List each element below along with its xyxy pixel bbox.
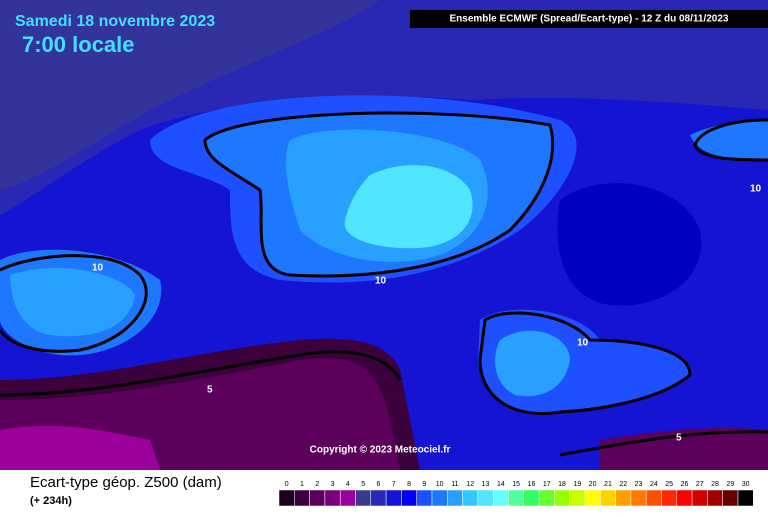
legend-label: 18 bbox=[558, 481, 566, 488]
contour bbox=[559, 430, 768, 457]
legend-label: 0 bbox=[285, 481, 289, 488]
legend-swatch bbox=[355, 489, 372, 507]
legend-label: 30 bbox=[742, 481, 750, 488]
legend-swatch bbox=[370, 489, 387, 507]
legend-swatch bbox=[508, 489, 525, 507]
contour-label: 10 bbox=[375, 276, 387, 287]
legend-swatch bbox=[630, 489, 647, 507]
spread-area bbox=[495, 330, 570, 397]
legend-swatch bbox=[416, 489, 433, 507]
legend-swatch bbox=[339, 489, 356, 507]
legend-label: 2 bbox=[315, 481, 319, 488]
legend-swatch bbox=[584, 489, 601, 507]
legend-label: 8 bbox=[407, 481, 411, 488]
header-box bbox=[410, 10, 768, 28]
contour bbox=[693, 118, 768, 162]
contour-label: 5 bbox=[676, 433, 682, 444]
spread-area bbox=[557, 183, 702, 306]
variable: Ecart-type géop. Z500 (dam) bbox=[30, 474, 222, 491]
legend-label: 23 bbox=[635, 481, 643, 488]
legend-swatch bbox=[492, 489, 509, 507]
spread-area bbox=[0, 425, 160, 470]
spread-area bbox=[600, 428, 768, 470]
legend-label: 28 bbox=[711, 481, 719, 488]
copyright: Copyright © 2023 Meteociel.fr bbox=[310, 445, 451, 456]
contour-label: 10 bbox=[92, 263, 104, 274]
spread-area bbox=[344, 165, 473, 249]
legend-swatch bbox=[737, 489, 754, 507]
legend-label: 27 bbox=[696, 481, 704, 488]
legend-swatch bbox=[661, 489, 678, 507]
contour bbox=[203, 111, 555, 278]
spread-area bbox=[0, 0, 380, 190]
spread-area bbox=[10, 267, 135, 337]
legend-swatch bbox=[691, 489, 708, 507]
legend-label: 29 bbox=[726, 481, 734, 488]
contour bbox=[0, 254, 148, 353]
legend-label: 19 bbox=[573, 481, 581, 488]
legend-swatch bbox=[538, 489, 555, 507]
date: Samedi 18 novembre 2023 bbox=[15, 13, 215, 30]
legend-label: 25 bbox=[665, 481, 673, 488]
legend-swatch bbox=[554, 489, 570, 507]
legend-label: 10 bbox=[436, 481, 444, 488]
legend-label: 13 bbox=[482, 481, 490, 488]
legend-label: 17 bbox=[543, 481, 551, 488]
legend-label: 24 bbox=[650, 481, 658, 488]
legend-swatch bbox=[462, 489, 479, 507]
legend-swatch bbox=[431, 489, 448, 507]
legend-label: 3 bbox=[331, 481, 335, 488]
legend-swatch bbox=[645, 489, 662, 507]
legend-swatch bbox=[385, 489, 402, 507]
legend-swatch bbox=[401, 489, 417, 507]
contour-label: 10 bbox=[577, 338, 589, 349]
legend-label: 7 bbox=[392, 481, 396, 488]
legend-swatch bbox=[523, 489, 540, 507]
contour-label: 10 bbox=[750, 184, 762, 195]
legend-swatch bbox=[707, 489, 723, 507]
legend-label: 5 bbox=[361, 481, 365, 488]
legend-label: 1 bbox=[300, 481, 304, 488]
legend-swatch bbox=[324, 489, 341, 507]
legend-label: 9 bbox=[422, 481, 426, 488]
contour-label: 5 bbox=[207, 385, 213, 396]
lead-time: (+ 234h) bbox=[30, 495, 72, 507]
legend-swatch bbox=[447, 489, 463, 507]
legend-label: 16 bbox=[528, 481, 536, 488]
legend-label: 22 bbox=[619, 481, 627, 488]
legend-label: 21 bbox=[604, 481, 612, 488]
legend-swatch bbox=[278, 489, 295, 507]
contour bbox=[478, 311, 692, 415]
legend-swatch bbox=[309, 489, 326, 507]
legend-swatch bbox=[477, 489, 494, 507]
legend-label: 12 bbox=[466, 481, 474, 488]
legend-label: 26 bbox=[681, 481, 689, 488]
legend-swatch bbox=[600, 489, 616, 507]
legend-swatch bbox=[722, 489, 739, 507]
legend: 0 1 2 3 4 5 6 7 8 9 10 11 12 13 14 15 16 17 18 19 20 21 22 23 24… bbox=[278, 481, 754, 507]
legend-label: 15 bbox=[512, 481, 520, 488]
contour-labels: 10 10 10 10 5 5 bbox=[92, 184, 762, 444]
legend-swatch bbox=[569, 489, 586, 507]
legend-label: 11 bbox=[451, 481, 458, 488]
legend-label: 14 bbox=[497, 481, 505, 488]
time: 7:00 locale bbox=[22, 32, 135, 57]
contour bbox=[0, 350, 402, 397]
legend-label: 4 bbox=[346, 481, 350, 488]
legend-swatch bbox=[615, 489, 632, 507]
legend-swatch bbox=[294, 489, 310, 507]
model: Ensemble ECMWF (Spread/Ecart-type) - 12 … bbox=[450, 14, 729, 25]
legend-label: 20 bbox=[589, 481, 597, 488]
legend-swatch bbox=[676, 489, 693, 507]
contours bbox=[0, 111, 768, 457]
legend-label: 6 bbox=[376, 481, 380, 488]
